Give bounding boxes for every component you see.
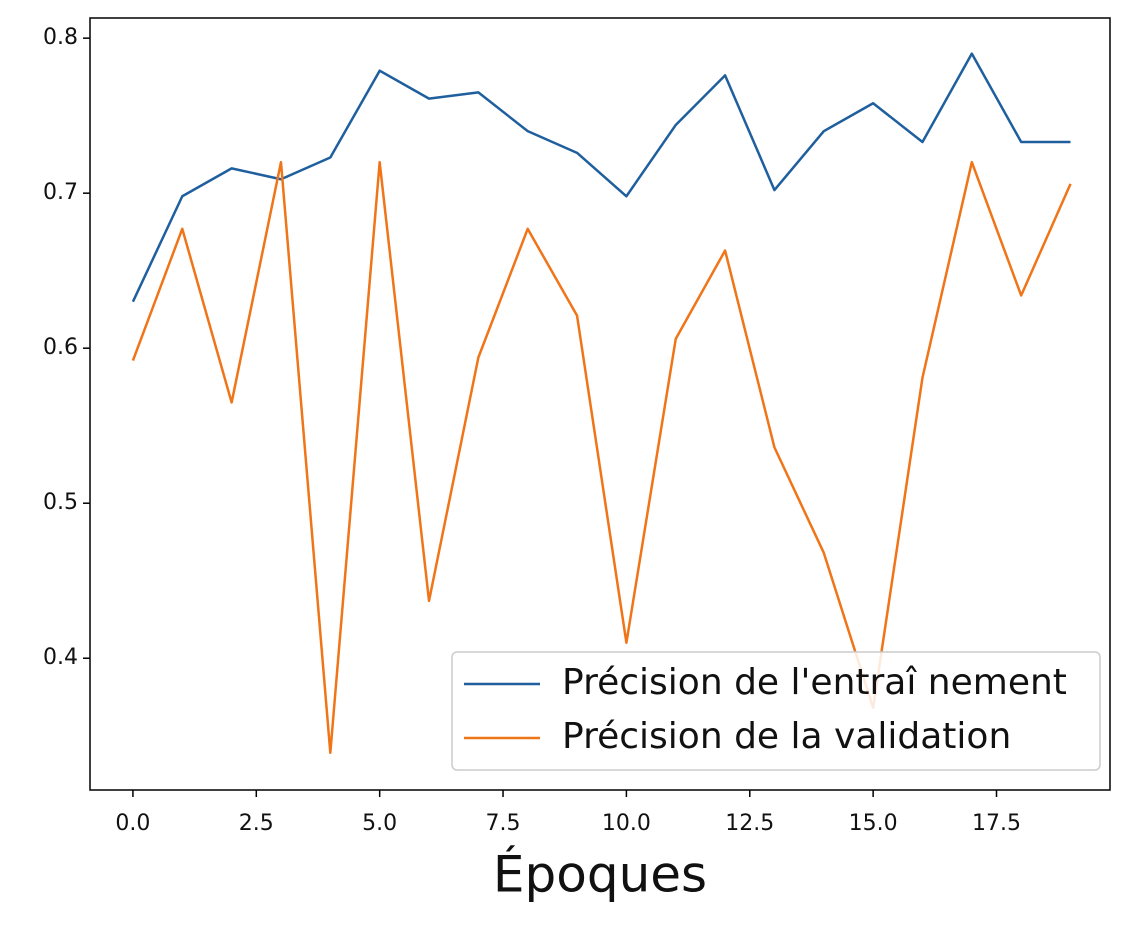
- legend-box: [451, 651, 1101, 771]
- series-line: [131, 52, 1071, 303]
- x-tick-label: 0.0: [115, 811, 150, 836]
- x-tick-label: 17.5: [972, 811, 1021, 836]
- x-tick-label: 15.0: [849, 811, 898, 836]
- x-tick-label: 5.0: [362, 811, 397, 836]
- legend-label: Précision de l'entraî nement: [562, 662, 1067, 703]
- x-tick-label: 10.0: [602, 811, 651, 836]
- series-line: [131, 160, 1072, 755]
- y-tick-label: 0.6: [43, 335, 78, 360]
- x-tick-label: 12.5: [725, 811, 774, 836]
- x-tick-label: 7.5: [486, 811, 521, 836]
- plot-frame: [89, 17, 1111, 791]
- x-tick-label: 2.5: [239, 811, 274, 836]
- x-axis-label: Époques: [493, 845, 707, 904]
- y-tick-label: 0.5: [43, 490, 78, 515]
- y-tick-label: 0.4: [43, 645, 78, 670]
- legend-label: Précision de la validation: [562, 716, 1011, 757]
- y-tick-label: 0.8: [43, 25, 78, 50]
- y-tick-label: 0.7: [43, 180, 78, 205]
